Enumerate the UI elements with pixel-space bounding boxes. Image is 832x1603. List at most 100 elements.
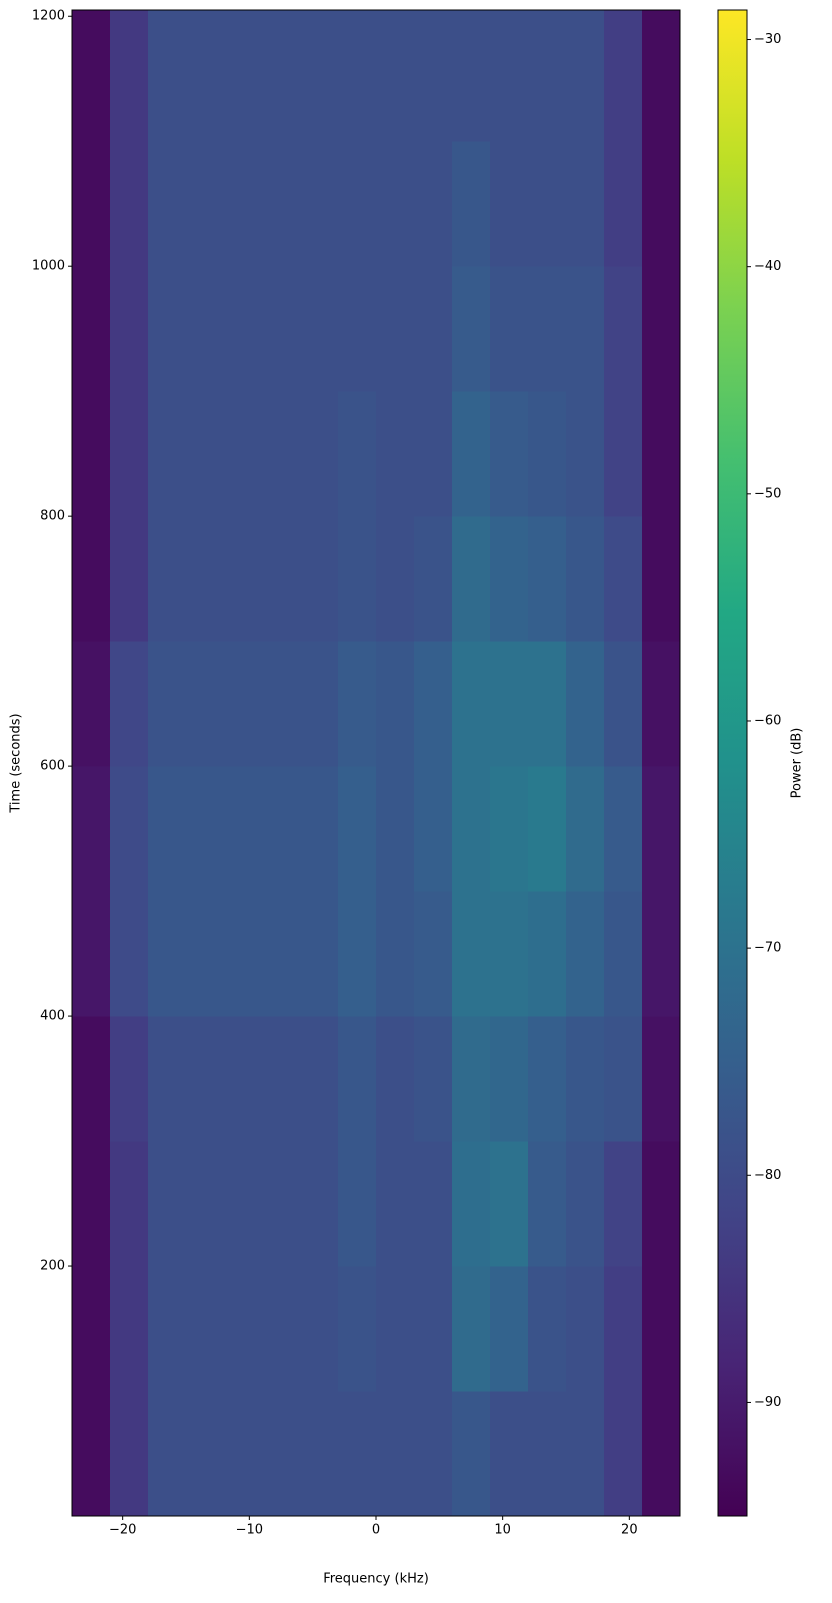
heatmap-cell — [300, 10, 339, 142]
heatmap-cell — [452, 766, 491, 892]
heatmap-cell — [224, 641, 263, 767]
y-tick-label: 200 — [40, 1259, 65, 1274]
heatmap-cell — [338, 891, 377, 1017]
heatmap-cell — [300, 1266, 339, 1392]
heatmap-cell — [490, 641, 529, 767]
heatmap-cell — [376, 1391, 415, 1517]
heatmap-cell — [452, 1016, 491, 1142]
heatmap-cell — [414, 391, 453, 517]
heatmap-cell — [148, 1141, 187, 1267]
heatmap-cell — [72, 641, 111, 767]
heatmap-cell — [72, 1016, 111, 1142]
heatmap-cell — [186, 516, 225, 642]
heatmap-cell — [604, 1141, 643, 1267]
heatmap-cell — [528, 10, 567, 142]
heatmap-cell — [528, 391, 567, 517]
heatmap-cell — [414, 10, 453, 142]
heatmap-cell — [452, 141, 491, 267]
colorbar-tick-label: −60 — [754, 713, 781, 728]
heatmap-cell — [262, 266, 301, 392]
heatmap-cell — [72, 516, 111, 642]
heatmap-cell — [224, 1391, 263, 1517]
heatmap-cell — [376, 266, 415, 392]
x-axis-label: Frequency (kHz) — [323, 1572, 429, 1587]
y-tick-label: 1200 — [32, 9, 65, 24]
heatmap-cell — [642, 1141, 681, 1267]
heatmap-cell — [186, 266, 225, 392]
heatmap-cell — [110, 266, 149, 392]
heatmap-cell — [262, 1391, 301, 1517]
heatmap-cell — [490, 1391, 529, 1517]
heatmap-cell — [300, 1391, 339, 1517]
heatmap-cell — [604, 641, 643, 767]
x-tick-label: 20 — [621, 1523, 638, 1538]
heatmap-cell — [414, 1141, 453, 1267]
colorbar-tick-label: −70 — [754, 941, 781, 956]
heatmap-cell — [604, 391, 643, 517]
heatmap-cell — [110, 1266, 149, 1392]
heatmap-cell — [224, 1266, 263, 1392]
heatmap-cell — [338, 641, 377, 767]
heatmap-cell — [604, 141, 643, 267]
heatmap-cell — [490, 10, 529, 142]
heatmap-cell — [300, 266, 339, 392]
heatmap-cell — [224, 766, 263, 892]
heatmap-cell — [148, 891, 187, 1017]
heatmap-cell — [300, 1016, 339, 1142]
heatmap-cell — [148, 766, 187, 892]
heatmap-cell — [110, 516, 149, 642]
heatmap-cell — [452, 10, 491, 142]
heatmap-cell — [566, 10, 605, 142]
x-tick-label: −20 — [109, 1523, 136, 1538]
heatmap-cell — [338, 1141, 377, 1267]
heatmap-cell — [186, 141, 225, 267]
heatmap-cell — [224, 1141, 263, 1267]
heatmap-cell — [110, 1391, 149, 1517]
heatmap-cell — [642, 1266, 681, 1392]
heatmap-cell — [186, 1016, 225, 1142]
y-tick-label: 400 — [40, 1009, 65, 1024]
heatmap-cell — [490, 1266, 529, 1392]
colorbar-label: Power (dB) — [790, 728, 805, 799]
heatmap-cell — [642, 1016, 681, 1142]
heatmap — [72, 10, 681, 1517]
heatmap-cell — [414, 516, 453, 642]
heatmap-cell — [110, 10, 149, 142]
heatmap-cell — [186, 1141, 225, 1267]
heatmap-cell — [148, 1016, 187, 1142]
heatmap-cell — [300, 891, 339, 1017]
heatmap-cell — [490, 516, 529, 642]
heatmap-cell — [376, 516, 415, 642]
heatmap-cell — [414, 141, 453, 267]
heatmap-cell — [186, 1391, 225, 1517]
heatmap-cell — [452, 1391, 491, 1517]
x-tick-label: −10 — [236, 1523, 263, 1538]
x-tick-label: 0 — [372, 1523, 380, 1538]
heatmap-cell — [338, 766, 377, 892]
heatmap-cell — [642, 391, 681, 517]
heatmap-cell — [376, 1141, 415, 1267]
heatmap-cell — [414, 1016, 453, 1142]
heatmap-cell — [604, 891, 643, 1017]
heatmap-cell — [110, 891, 149, 1017]
heatmap-cell — [186, 641, 225, 767]
heatmap-cell — [452, 391, 491, 517]
heatmap-cell — [566, 1266, 605, 1392]
heatmap-cell — [604, 10, 643, 142]
heatmap-cell — [148, 516, 187, 642]
heatmap-cell — [604, 516, 643, 642]
heatmap-cell — [376, 391, 415, 517]
heatmap-cell — [262, 391, 301, 517]
heatmap-cell — [262, 766, 301, 892]
heatmap-cell — [224, 266, 263, 392]
colorbar-tick-label: −30 — [754, 32, 781, 47]
heatmap-cell — [262, 516, 301, 642]
heatmap-cell — [528, 141, 567, 267]
heatmap-cell — [566, 516, 605, 642]
heatmap-cell — [186, 10, 225, 142]
heatmap-cell — [110, 766, 149, 892]
heatmap-cell — [452, 266, 491, 392]
heatmap-cell — [186, 766, 225, 892]
heatmap-cell — [528, 1266, 567, 1392]
heatmap-cell — [376, 141, 415, 267]
